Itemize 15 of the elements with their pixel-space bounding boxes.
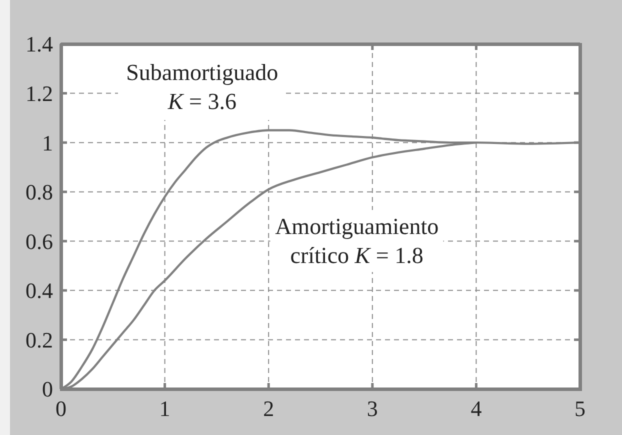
x-tick-label: 4: [470, 396, 482, 421]
y-tick-label: 0.4: [26, 278, 53, 304]
x-tick-label: 3: [366, 396, 378, 421]
y-tick-label: 1: [42, 130, 53, 156]
y-tick-label: 0.6: [26, 228, 53, 254]
annotation: Amortiguamiento crítico K = 1.8: [275, 214, 439, 268]
y-tick-label: 0: [42, 376, 53, 402]
y-tick-label: 0.2: [26, 327, 53, 352]
y-tick-label: 1.4: [26, 32, 53, 57]
x-tick-label: 5: [574, 396, 586, 421]
x-tick-label: 2: [263, 396, 274, 421]
x-tick-label: 1: [159, 396, 170, 421]
annotation: Subamortiguado K = 3.6: [126, 60, 278, 114]
y-tick-label: 0.8: [26, 180, 53, 205]
y-tick-label: 1.2: [26, 80, 53, 106]
